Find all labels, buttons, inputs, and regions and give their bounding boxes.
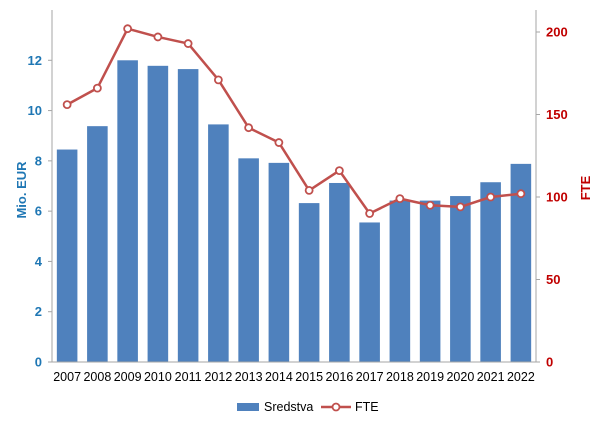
legend-swatch-sredstva xyxy=(237,403,259,411)
right-axis-title: FTE xyxy=(578,175,593,200)
x-tick-label-2018: 2018 xyxy=(386,370,414,384)
x-tick-label-2011: 2011 xyxy=(175,370,202,384)
x-axis-ticks: 2007 2008 2009 2010 2011 2012 2013 2014 2015 2016… xyxy=(53,370,535,384)
left-tick-label-6: 6 xyxy=(35,204,42,219)
fte-point-2019 xyxy=(425,200,435,210)
fte-point-2008 xyxy=(92,83,102,93)
x-tick-label-2019: 2019 xyxy=(416,370,444,384)
bar-2013 xyxy=(238,158,259,362)
fte-point-2009 xyxy=(123,24,133,34)
bar-2016 xyxy=(329,182,350,362)
x-tick-label-2017: 2017 xyxy=(356,370,384,384)
x-tick-label-2007: 2007 xyxy=(53,370,81,384)
x-tick-label-2009: 2009 xyxy=(114,370,142,384)
bar-2007 xyxy=(56,149,78,362)
right-tick-label-100: 100 xyxy=(546,189,568,204)
right-tick-label-0: 0 xyxy=(546,355,553,370)
fte-point-2020 xyxy=(455,202,465,212)
fte-line xyxy=(66,27,522,215)
fte-point-2015 xyxy=(304,185,314,195)
left-tick-label-4: 4 xyxy=(35,254,43,269)
right-tick-label-150: 150 xyxy=(546,107,568,122)
axes xyxy=(51,10,537,363)
x-tick-label-2015: 2015 xyxy=(295,370,323,384)
bar-2021 xyxy=(480,182,501,362)
x-tick-label-2008: 2008 xyxy=(83,370,111,384)
left-tick-label-8: 8 xyxy=(35,153,42,168)
left-axis-title: Mio. EUR xyxy=(14,161,29,219)
left-tick-label-10: 10 xyxy=(28,103,42,118)
fte-point-2014 xyxy=(274,138,284,147)
x-tick-label-2021: 2021 xyxy=(477,370,505,384)
fte-point-2007 xyxy=(62,100,72,109)
legend-label-sredstva: Sredstva xyxy=(264,400,313,414)
x-tick-label-2010: 2010 xyxy=(144,370,172,384)
bar-2010 xyxy=(147,65,169,362)
x-tick-label-2022: 2022 xyxy=(507,370,535,384)
bar-2011 xyxy=(177,69,199,362)
x-tick-label-2016: 2016 xyxy=(325,370,353,384)
bar-2015 xyxy=(298,203,320,362)
fte-point-2021 xyxy=(486,192,496,202)
fte-point-2022 xyxy=(516,189,526,199)
legend: Sredstva FTE xyxy=(237,400,379,414)
left-axis-ticks: 0 2 4 6 8 10 12 xyxy=(28,53,52,370)
bar-2009 xyxy=(117,60,138,362)
x-tick-label-2012: 2012 xyxy=(204,370,232,384)
line-series-fte xyxy=(62,24,526,218)
bar-2022 xyxy=(510,163,532,362)
right-tick-label-50: 50 xyxy=(546,272,560,287)
bar-2014 xyxy=(268,162,290,362)
left-tick-label-0: 0 xyxy=(35,355,42,370)
right-axis-ticks: 0 50 100 150 200 xyxy=(536,24,568,370)
right-tick-label-200: 200 xyxy=(546,24,568,39)
x-tick-label-2013: 2013 xyxy=(235,370,263,384)
fte-point-2012 xyxy=(213,75,223,85)
fte-point-2011 xyxy=(183,39,193,48)
fte-point-2010 xyxy=(153,32,163,42)
fte-point-2017 xyxy=(365,209,375,218)
x-tick-label-2014: 2014 xyxy=(265,370,293,384)
fte-point-2018 xyxy=(395,194,405,204)
bar-2008 xyxy=(87,126,108,362)
x-tick-label-2020: 2020 xyxy=(446,370,474,384)
bar-2012 xyxy=(208,124,229,363)
fte-point-2016 xyxy=(334,166,344,176)
left-tick-label-12: 12 xyxy=(28,53,42,68)
left-tick-label-2: 2 xyxy=(35,304,42,319)
bar-2019 xyxy=(419,200,441,362)
bar-2020 xyxy=(450,196,471,362)
bar-2017 xyxy=(359,222,380,362)
bar-2018 xyxy=(389,200,411,362)
legend-marker-fte xyxy=(331,402,341,412)
fte-point-2013 xyxy=(244,123,254,133)
bar-series-sredstva xyxy=(56,60,532,363)
legend-label-fte: FTE xyxy=(355,400,379,414)
